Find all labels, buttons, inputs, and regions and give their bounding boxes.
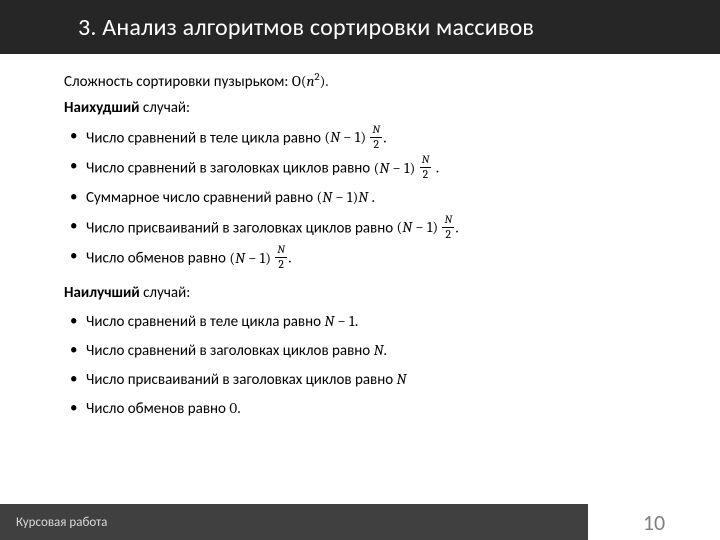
item-formula: N <box>397 370 407 388</box>
worst-list: Число сравнений в теле цикла равно (N − … <box>64 124 710 271</box>
item-tail: . <box>432 160 439 178</box>
footer-label: Курсовая работа <box>16 515 107 530</box>
list-item: Число сравнений в теле цикла равно (N − … <box>64 124 710 150</box>
item-text: Число присваиваний в заголовках циклов р… <box>86 371 397 389</box>
item-formula: N <box>374 341 384 359</box>
slide-content: Сложность сортировки пузырьком: O(n2). Н… <box>0 54 720 540</box>
list-item: Суммарное число сравнений равно (N − 1)N… <box>64 185 710 210</box>
item-text: Число обменов равно <box>86 250 229 268</box>
item-formula: 0 <box>229 399 237 417</box>
item-tail: . <box>368 189 375 207</box>
item-tail: . <box>355 313 359 331</box>
list-item: Число обменов равно 0. <box>64 396 710 421</box>
worst-heading-rest: случай: <box>140 99 191 117</box>
list-item: Число сравнений в заголовках циклов равн… <box>64 154 710 180</box>
footer-page-number: 10 <box>588 504 720 540</box>
footer-label-bar: Курсовая работа <box>0 504 588 540</box>
item-text: Число сравнений в заголовках циклов равн… <box>86 160 374 178</box>
worst-heading-bold: Наихудший <box>64 99 140 117</box>
slide-title: 3. Анализ алгоритмов сортировки массивов <box>78 13 534 42</box>
lead-formula: O(n2). <box>292 72 329 90</box>
item-text: Число сравнений в теле цикла равно <box>86 129 324 147</box>
item-text: Число обменов равно <box>86 400 229 418</box>
footer: Курсовая работа 10 <box>0 504 720 540</box>
worst-heading: Наихудший случай: <box>64 96 710 120</box>
best-list: Число сравнений в теле цикла равно N − 1… <box>64 309 710 421</box>
item-formula: N − 1 <box>324 312 354 330</box>
item-formula: (N − 1) N2 <box>324 128 383 146</box>
item-tail: . <box>237 400 241 418</box>
item-tail: . <box>455 219 459 237</box>
best-heading-bold: Наилучший <box>64 284 140 302</box>
item-tail: . <box>383 342 387 360</box>
item-tail: . <box>383 129 387 147</box>
list-item: Число присваиваний в заголовках циклов р… <box>64 214 710 240</box>
list-item: Число обменов равно (N − 1) N2. <box>64 244 710 270</box>
title-bar: 3. Анализ алгоритмов сортировки массивов <box>0 0 720 54</box>
item-text: Число сравнений в заголовках циклов равн… <box>86 342 374 360</box>
page-number: 10 <box>643 509 665 536</box>
item-text: Суммарное число сравнений равно <box>86 189 317 207</box>
item-formula: (N − 1) N2 <box>397 218 456 236</box>
item-text: Число присваиваний в заголовках циклов р… <box>86 219 397 237</box>
list-item: Число сравнений в заголовках циклов равн… <box>64 338 710 363</box>
item-formula: (N − 1) N2 <box>374 159 433 177</box>
list-item: Число присваиваний в заголовках циклов р… <box>64 367 710 392</box>
lead-line: Сложность сортировки пузырьком: O(n2). <box>64 68 710 94</box>
item-formula: (N − 1)N <box>317 188 368 206</box>
best-heading: Наилучший случай: <box>64 281 710 305</box>
item-tail: . <box>288 250 292 268</box>
best-heading-rest: случай: <box>140 284 191 302</box>
item-formula: (N − 1) N2 <box>229 249 288 267</box>
slide: 3. Анализ алгоритмов сортировки массивов… <box>0 0 720 540</box>
list-item: Число сравнений в теле цикла равно N − 1… <box>64 309 710 334</box>
lead-prefix: Сложность сортировки пузырьком: <box>64 73 292 91</box>
item-text: Число сравнений в теле цикла равно <box>86 313 324 331</box>
